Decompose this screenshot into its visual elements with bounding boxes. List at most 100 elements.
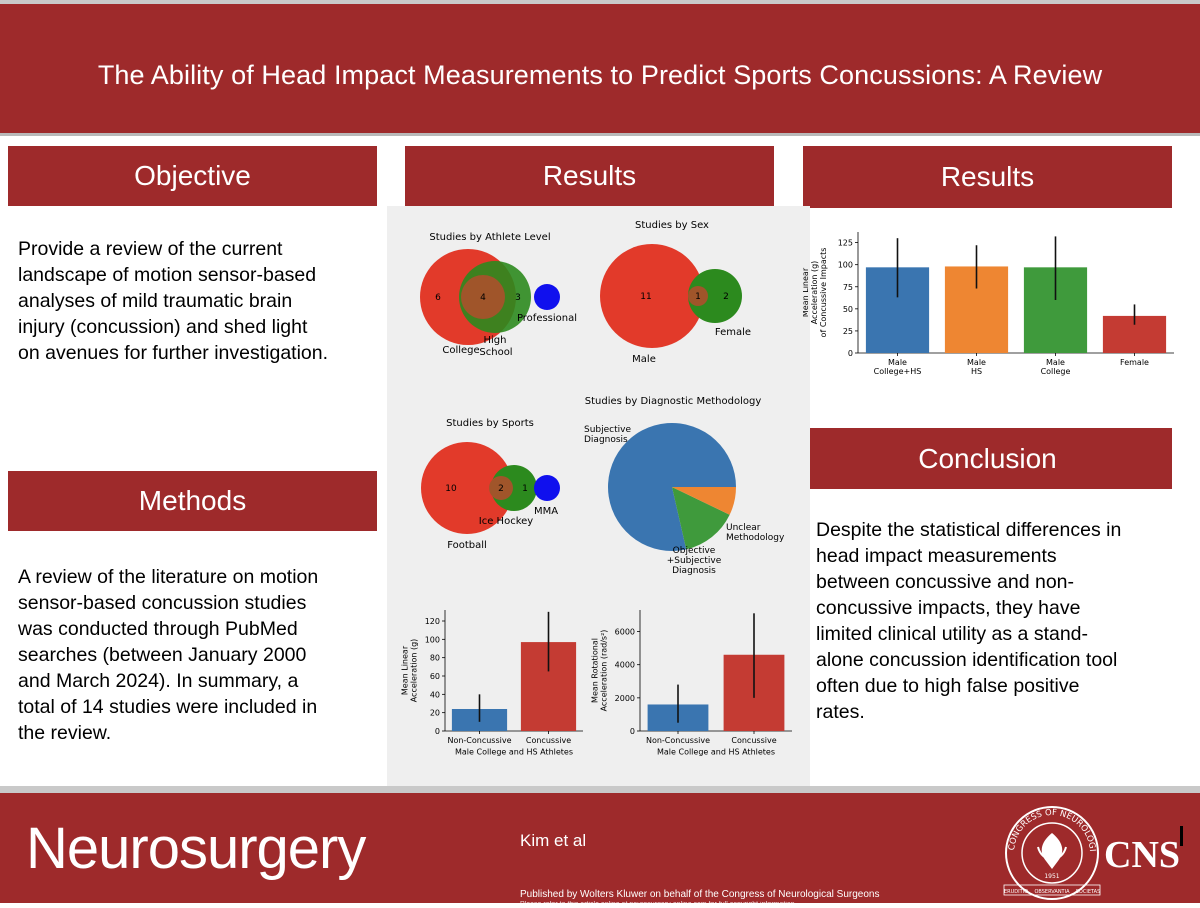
poster-title: The Ability of Head Impact Measurements …: [97, 60, 1103, 90]
venn-set-label: MMA: [534, 506, 558, 517]
venn-number: 4: [480, 293, 486, 303]
x-tick-label: Male: [888, 358, 907, 367]
venn-circle-professional: [534, 284, 560, 310]
x-tick-label: Male: [967, 358, 986, 367]
journal-brand: Neurosurgery: [26, 816, 366, 881]
venn-number: 6: [435, 293, 441, 303]
venn-set-label: High: [484, 335, 507, 346]
title-banner: The Ability of Head Impact Measurements …: [0, 0, 1200, 136]
methods-line: A review of the literature on motion: [18, 566, 319, 588]
y-axis-label: Mean Rotational: [591, 638, 600, 703]
conclusion-text: Despite the statistical differences in h…: [816, 517, 1196, 725]
methods-line: and March 2024). In summary, a: [18, 670, 299, 692]
venn-set-label: School: [479, 347, 512, 358]
x-tick-label: Non-Concussive: [646, 736, 710, 745]
venn-sex: Studies by Sex 11 1 2 Male Female: [600, 220, 751, 365]
venn-set-label: Male: [632, 354, 656, 365]
venn-circle-female: [688, 269, 742, 323]
methods-heading: Methods: [138, 485, 247, 516]
y-axis-label: Acceleration (g): [810, 261, 819, 325]
y-tick-label: 125: [838, 239, 853, 248]
y-tick-label: 2000: [615, 694, 635, 703]
results-heading-mid: Results: [542, 160, 637, 191]
objective-header: Objective: [8, 146, 377, 206]
methods-text: A review of the literature on motion sen…: [18, 564, 378, 746]
pie-slice: [672, 487, 736, 515]
conclusion-header: Conclusion: [803, 428, 1172, 489]
pie-label: +Subjective: [667, 556, 722, 566]
x-tick-label: Female: [1120, 358, 1149, 367]
results-heading-right: Results: [940, 161, 1035, 192]
objective-line: injury (concussion) and shed light: [18, 316, 308, 338]
x-axis-label: Male College and HS Athletes: [455, 748, 573, 757]
pie-label: Diagnosis: [672, 566, 716, 576]
results-header-mid: Results: [405, 146, 774, 206]
objective-heading: Objective: [134, 160, 251, 191]
venn-number: 11: [640, 292, 651, 302]
venn-set-label: College: [442, 345, 479, 356]
pie-diagnostic-methodology: Studies by Diagnostic Methodology Subjec…: [584, 396, 785, 576]
venn-overlap: [489, 476, 513, 500]
y-tick-label: 100: [838, 261, 853, 270]
y-tick-label: 40: [430, 690, 440, 699]
venn-sports: Studies by Sports 10 2 1 Football Ice Ho…: [421, 418, 560, 551]
venn-overlap: [688, 286, 708, 306]
y-tick-label: 75: [843, 283, 853, 292]
seal-motto: ERUDITIO: [1004, 889, 1028, 895]
x-tick-label: Male: [1046, 358, 1065, 367]
bar-chart-linear-acceleration: 0 20 40 60 80 100 120 Mean Linear Acceleration (…: [401, 610, 583, 757]
x-tick-label: Concussive: [731, 736, 776, 745]
conclusion-line: Despite the statistical differences in: [816, 519, 1122, 541]
seal-emblem: [1041, 833, 1063, 869]
copyright-note: Please refer to this article online at n…: [520, 901, 795, 908]
venn-number: 3: [515, 293, 521, 303]
venn-circle-male: [600, 244, 704, 348]
y-tick-label: 0: [435, 727, 440, 736]
results-header-right: Results: [803, 146, 1172, 208]
venn-set-label: Female: [715, 327, 751, 338]
pie-label: Unclear: [726, 523, 761, 533]
publisher-note: Published by Wolters Kluwer on behalf of…: [520, 889, 880, 900]
y-tick-label: 25: [843, 327, 853, 336]
x-tick-label: Non-Concussive: [447, 736, 511, 745]
objective-line: landscape of motion sensor-based: [18, 264, 317, 286]
x-axis-label: Male College and HS Athletes: [657, 748, 775, 757]
venn-title: Studies by Sports: [446, 418, 534, 429]
venn-title: Studies by Athlete Level: [429, 232, 550, 243]
y-axis-label: of Concussive Impacts: [819, 248, 828, 338]
venn-set-label: Ice Hockey: [479, 516, 534, 527]
methods-header: Methods: [8, 471, 377, 531]
venn-number: 10: [445, 484, 457, 494]
y-tick-label: 6000: [615, 628, 635, 637]
venn-set-label: Football: [447, 540, 487, 551]
objective-text: Provide a review of the current landscap…: [18, 236, 378, 366]
methods-line: total of 14 studies were included in: [18, 696, 318, 718]
pie-label: Diagnosis: [584, 435, 628, 445]
y-axis-label: Acceleration (g): [410, 639, 419, 703]
pie-label: Objective: [673, 546, 716, 556]
venn-circle-football: [421, 442, 513, 534]
venn-number: 1: [695, 292, 701, 302]
cursor-mark: [1180, 826, 1183, 846]
y-tick-label: 20: [430, 709, 440, 718]
x-tick-label: HS: [971, 367, 982, 376]
x-tick-label: Concussive: [526, 736, 571, 745]
conclusion-line: limited clinical utility as a stand-: [816, 623, 1089, 645]
pie-label: Methodology: [726, 533, 785, 543]
conclusion-line: often due to high false positive: [816, 675, 1080, 697]
conclusion-heading: Conclusion: [918, 442, 1057, 474]
methods-line: searches (between January 2000: [18, 644, 307, 666]
pie-label: Subjective: [584, 425, 631, 435]
y-tick-label: 100: [425, 635, 440, 644]
seal-motto: OBSERVANTIA: [1034, 889, 1070, 895]
venn-circle-mma: [534, 475, 560, 501]
objective-line: Provide a review of the current: [18, 238, 283, 260]
y-tick-label: 120: [425, 617, 440, 626]
cns-logo-text: CNS: [1104, 834, 1181, 876]
y-tick-label: 0: [848, 349, 853, 358]
conclusion-line: concussive impacts, they have: [816, 597, 1081, 619]
methods-line: sensor-based concussion studies: [18, 592, 307, 614]
methods-line: the review.: [18, 722, 112, 744]
conclusion-line: between concussive and non-: [816, 571, 1075, 593]
cns-seal-icon: CONGRESS OF NEUROLOGICAL SURGEONS 1951 E…: [1002, 803, 1101, 900]
